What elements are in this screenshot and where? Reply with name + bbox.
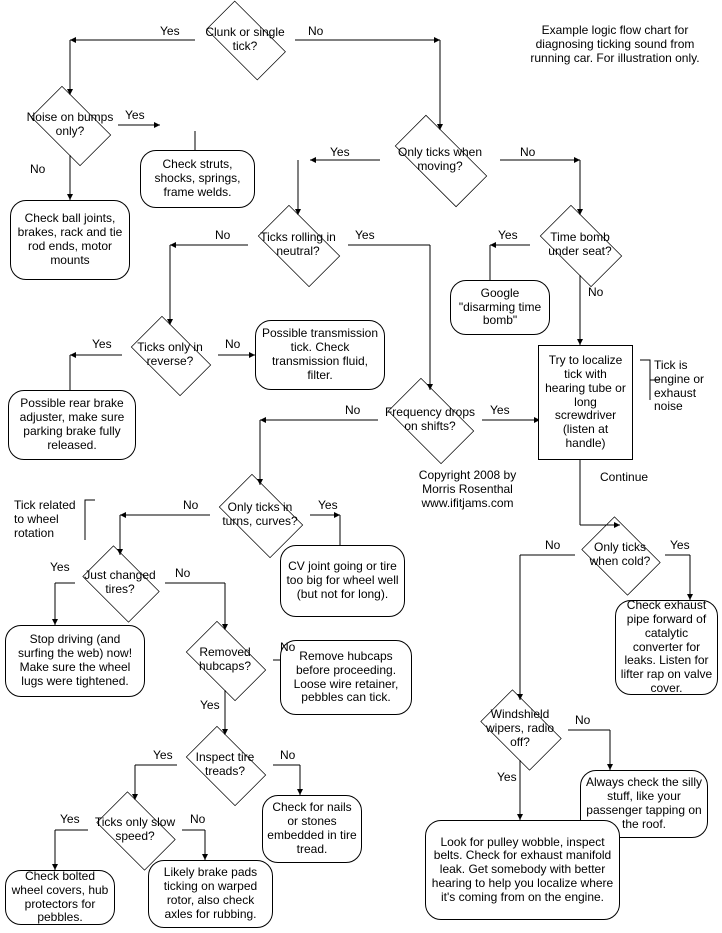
decision-treads: Inspect tire treads? xyxy=(177,735,273,795)
result-wheelcovers: Check bolted wheel covers, hub protector… xyxy=(5,870,115,925)
result-exhaustpipe: Check exhaust pipe forward of catalytic … xyxy=(615,600,718,695)
edge-label: No xyxy=(225,337,240,351)
result-google: Google "disarming time bomb" xyxy=(450,280,550,335)
edge-label: No xyxy=(183,498,198,512)
edge-label: No xyxy=(588,285,603,299)
decision-tires: Just changed tires? xyxy=(75,553,165,613)
edge-label: Yes xyxy=(330,145,350,159)
edge-label: No xyxy=(575,713,590,727)
result-removehubcaps: Remove hubcaps before proceeding. Loose … xyxy=(280,640,412,715)
edge-label: No xyxy=(190,812,205,826)
edge-label: Continue xyxy=(600,470,648,484)
edge-label: No xyxy=(345,403,360,417)
result-balljoints: Check ball joints, brakes, rack and tie … xyxy=(10,200,130,280)
edge-label: Yes xyxy=(490,403,510,417)
decision-frequency: Frequency drops on shifts? xyxy=(378,388,482,452)
result-stopdriving: Stop driving (and surfing the web) now! … xyxy=(5,625,145,697)
result-struts: Check struts, shocks, springs, frame wel… xyxy=(140,150,255,208)
edge-label: No xyxy=(215,228,230,242)
decision-turns: Only ticks in turns, curves? xyxy=(210,483,310,547)
edge-label: Yes xyxy=(125,108,145,122)
result-pulley: Look for pulley wobble, inspect belts. C… xyxy=(425,820,620,920)
edge-label: No xyxy=(280,748,295,762)
decision-bumps: Noise on bumps only? xyxy=(22,95,118,155)
edge-label: No xyxy=(520,145,535,159)
decision-cold: Only ticks when cold? xyxy=(575,523,665,587)
result-transmission: Possible transmission tick. Check transm… xyxy=(255,320,385,390)
process-localize: Try to localize tick with hearing tube o… xyxy=(538,345,633,460)
edge-label: Yes xyxy=(160,24,180,38)
edge-label: No xyxy=(30,162,45,176)
decision-clunk: Clunk or single tick? xyxy=(195,12,295,67)
bracket-label-wheel: Tick related to wheel rotation xyxy=(10,495,90,544)
decision-timebomb: Time bomb under seat? xyxy=(530,215,630,275)
edge-label: Yes xyxy=(497,770,517,784)
edge-label: No xyxy=(280,640,295,654)
edge-label: Yes xyxy=(670,538,690,552)
edge-label: Yes xyxy=(498,228,518,242)
edge-label: No xyxy=(175,566,190,580)
edge-label: Yes xyxy=(153,748,173,762)
edge-label: No xyxy=(308,24,323,38)
edge-label: Yes xyxy=(355,228,375,242)
edge-label: Yes xyxy=(200,698,220,712)
decision-neutral: Ticks rolling in neutral? xyxy=(248,215,348,275)
decision-reverse: Ticks only in reverse? xyxy=(122,325,218,385)
bracket-label-engine: Tick is engine or exhaust noise xyxy=(650,355,720,418)
decision-wipers: Windshield wipers, radio off? xyxy=(472,698,568,760)
copyright-text: Copyright 2008 by Morris Rosenthal www.i… xyxy=(400,465,535,514)
edge-label: Yes xyxy=(60,812,80,826)
description-text: Example logic flow chart for diagnosing … xyxy=(520,20,710,69)
result-nails: Check for nails or stones embedded in ti… xyxy=(262,795,362,863)
edge-label: Yes xyxy=(92,337,112,351)
decision-moving: Only ticks when moving? xyxy=(380,130,500,190)
edge-label: Yes xyxy=(318,498,338,512)
decision-slow: Ticks only slow speed? xyxy=(88,800,182,860)
flowchart-canvas: Example logic flow chart for diagnosing … xyxy=(0,0,722,933)
result-brakepads: Likely brake pads ticking on warped roto… xyxy=(148,860,273,928)
result-brakeadjuster: Possible rear brake adjuster, make sure … xyxy=(8,390,136,460)
edge-label: Yes xyxy=(50,560,70,574)
edge-label: No xyxy=(545,538,560,552)
result-cvjoint: CV joint going or tire too big for wheel… xyxy=(280,545,405,617)
decision-hubcaps: Removed hubcaps? xyxy=(177,630,273,690)
